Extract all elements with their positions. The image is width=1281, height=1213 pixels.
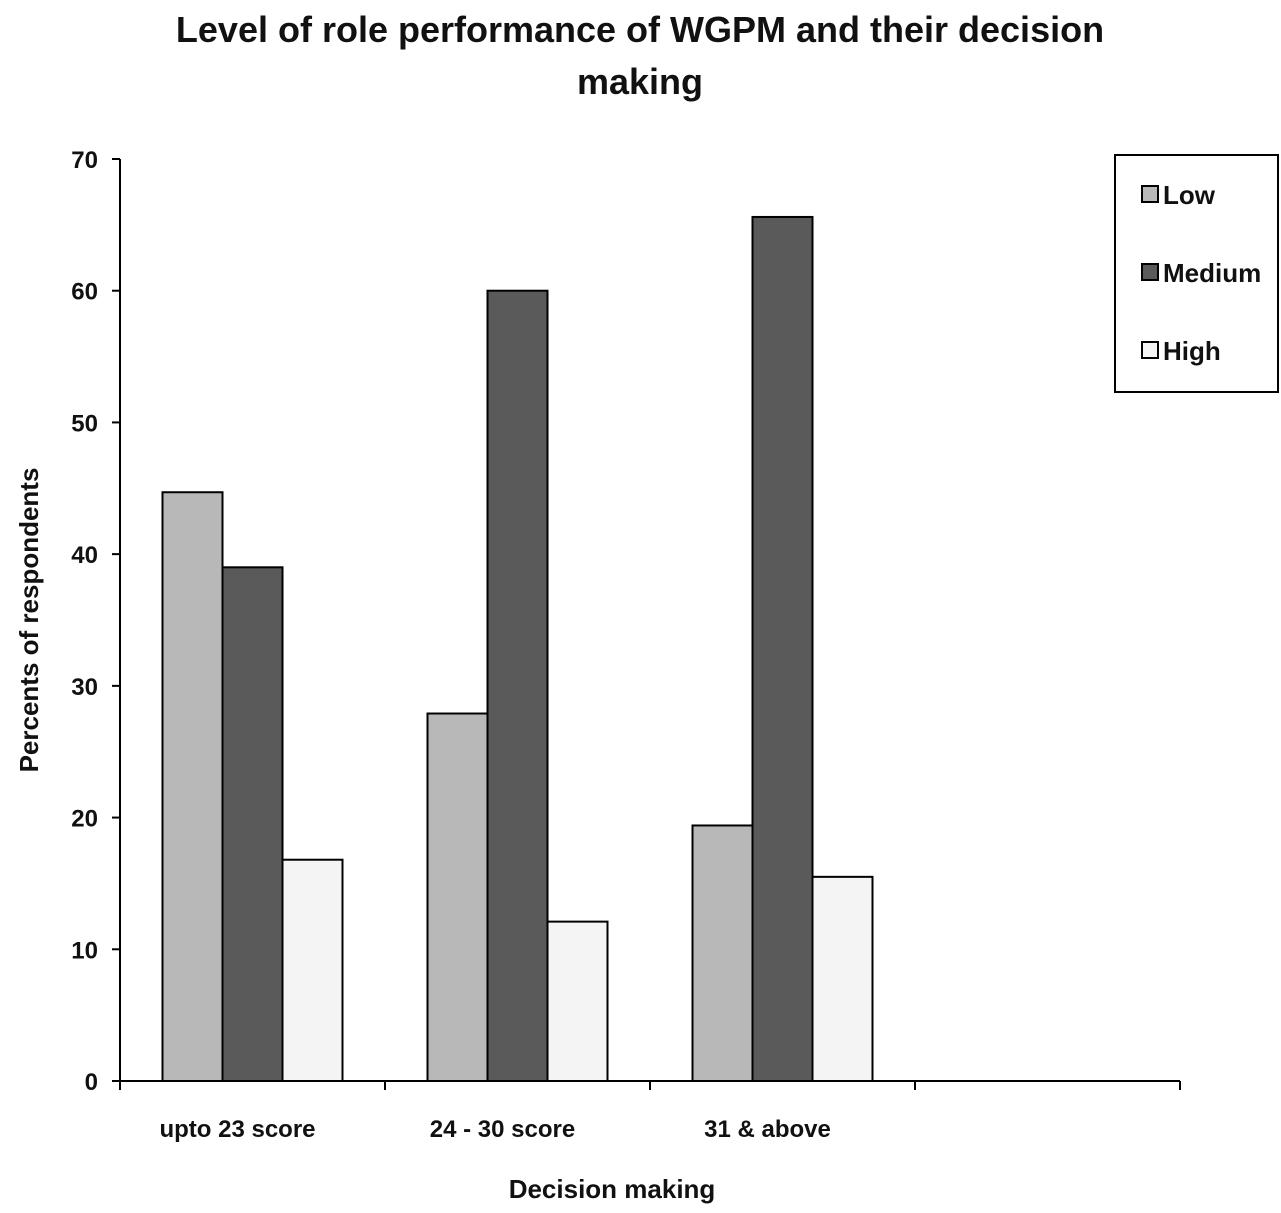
y-axis-label: Percents of respondents <box>14 468 44 773</box>
legend-swatch <box>1141 341 1159 359</box>
y-tick-label: 30 <box>71 674 98 701</box>
x-axis-label: Decision making <box>509 1174 716 1204</box>
y-tick-label: 0 <box>85 1069 98 1096</box>
x-tick-label: 31 & above <box>704 1116 831 1143</box>
legend-label: Low <box>1163 180 1216 210</box>
bar <box>546 920 609 1083</box>
y-tick-label: 40 <box>71 542 98 569</box>
bar <box>691 824 754 1083</box>
bar <box>426 712 489 1082</box>
legend-label: High <box>1163 336 1221 366</box>
legend-label: Medium <box>1163 258 1261 288</box>
x-tick-label: 24 - 30 score <box>430 1116 575 1143</box>
y-tick-label: 20 <box>71 806 98 833</box>
bar <box>811 875 874 1082</box>
y-tick-label: 50 <box>71 410 98 437</box>
legend-swatch <box>1141 185 1159 203</box>
x-tick-label: upto 23 score <box>159 1116 315 1143</box>
bar <box>486 289 549 1082</box>
bar <box>161 491 224 1083</box>
bar <box>751 215 814 1082</box>
legend-swatch <box>1141 263 1159 281</box>
bar <box>281 858 344 1082</box>
bar <box>221 566 284 1082</box>
chart-title: Level of role performance of WGPM and th… <box>176 9 1104 102</box>
y-tick-label: 60 <box>71 279 98 306</box>
y-tick-label: 70 <box>71 147 98 174</box>
y-tick-label: 10 <box>71 937 98 964</box>
